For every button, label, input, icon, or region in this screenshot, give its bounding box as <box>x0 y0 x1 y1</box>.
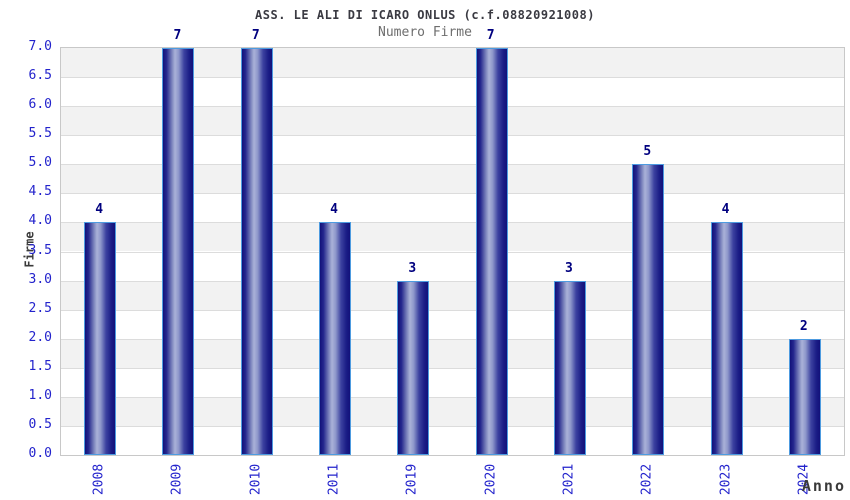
bar-value-label: 3 <box>408 260 417 276</box>
grid-line <box>61 280 844 282</box>
grid-line <box>61 309 844 311</box>
grid-line <box>61 396 844 398</box>
y-tick-label: 4.5 <box>28 184 52 200</box>
y-tick-label: 2.0 <box>28 329 52 345</box>
plot-area <box>60 47 845 456</box>
bar <box>788 338 821 455</box>
grid-line <box>61 164 844 166</box>
y-tick-label: 0.5 <box>28 416 52 432</box>
bar-value-label: 3 <box>565 260 573 276</box>
x-tick-label: 2021 <box>561 463 577 496</box>
y-tick-label: 5.5 <box>28 126 52 142</box>
bar <box>84 222 117 455</box>
y-tick-label: 7.0 <box>28 39 52 54</box>
x-tick-label: 2020 <box>483 463 499 496</box>
x-tick-label: 2008 <box>91 463 107 496</box>
grid-line <box>61 367 844 369</box>
grid-line <box>61 77 844 79</box>
bar-value-label: 4 <box>95 202 104 218</box>
x-axis-title: Anno <box>801 477 846 495</box>
y-tick-label: 3.0 <box>28 271 52 287</box>
bar-value-label: 7 <box>251 28 260 43</box>
x-tick-label: 2009 <box>169 463 185 496</box>
x-tick-label: 2023 <box>718 463 734 496</box>
x-tick-label: 2022 <box>639 463 655 496</box>
y-tick-label: 2.5 <box>28 300 52 316</box>
y-tick-label: 6.0 <box>28 97 52 113</box>
x-tick-label: 2010 <box>248 463 264 496</box>
bar <box>397 280 430 455</box>
y-tick-label: 1.5 <box>28 358 52 374</box>
bar <box>319 222 352 455</box>
bar-value-label: 2 <box>799 318 808 334</box>
grid-line <box>61 251 844 253</box>
y-tick-label: 3.5 <box>28 242 52 258</box>
bar <box>240 48 273 455</box>
bar-value-label: 7 <box>173 28 182 43</box>
bar-value-label: 4 <box>330 202 338 218</box>
bar-value-label: 5 <box>643 144 652 160</box>
y-tick-label: 6.5 <box>28 68 52 84</box>
y-tick-label: 5.0 <box>28 155 52 171</box>
y-tick-label: 0.0 <box>28 446 52 461</box>
grid-line <box>61 425 844 427</box>
grid-line <box>61 222 844 224</box>
bar <box>553 280 586 455</box>
bar <box>162 48 195 455</box>
y-tick-label: 1.0 <box>28 387 52 403</box>
chart-title: ASS. LE ALI DI ICARO ONLUS (c.f.08820921… <box>255 8 595 22</box>
grid-line <box>61 106 844 108</box>
y-tick-label: 4.0 <box>28 213 52 229</box>
x-tick-label: 2019 <box>404 463 420 496</box>
grid-line <box>61 193 844 195</box>
x-tick-label: 2011 <box>326 463 342 496</box>
bar <box>475 48 508 455</box>
grid-line <box>61 338 844 340</box>
grid-line <box>61 135 844 137</box>
chart-subtitle: Numero Firme <box>378 25 472 40</box>
bar-value-label: 4 <box>721 202 730 218</box>
bar-value-label: 7 <box>486 28 495 43</box>
bar <box>710 222 743 455</box>
bar <box>632 164 665 455</box>
